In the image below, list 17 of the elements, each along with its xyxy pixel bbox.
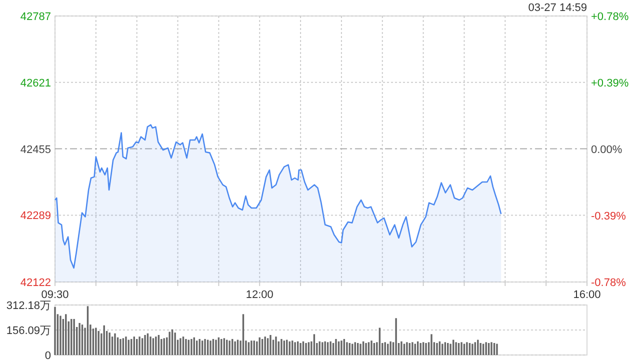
chart-subtitle: 03-27 14:59: [528, 2, 587, 14]
y-tick-label: 42621: [20, 77, 51, 90]
x-tick-label: 12:00: [246, 289, 274, 301]
y-tick-label: 42122: [20, 277, 51, 289]
y2-tick-label: -0.39%: [591, 210, 626, 222]
y-tick-label: 156.09万: [6, 325, 51, 337]
y-tick-label: 312.18万: [6, 300, 51, 312]
y-tick-label: 42455: [20, 144, 51, 156]
x-tick-label: 16:00: [573, 289, 601, 301]
y2-tick-label: +0.39%: [591, 78, 629, 90]
y2-tick-label: +0.78%: [591, 11, 629, 23]
y-tick-label: 42289: [20, 210, 51, 222]
y-tick-label: 42787: [20, 11, 51, 23]
y2-tick-label: 0.00%: [591, 144, 622, 156]
y-tick-label: 0: [44, 350, 51, 360]
x-tick-label: 09:30: [41, 289, 69, 301]
y2-tick-label: -0.78%: [591, 277, 626, 289]
